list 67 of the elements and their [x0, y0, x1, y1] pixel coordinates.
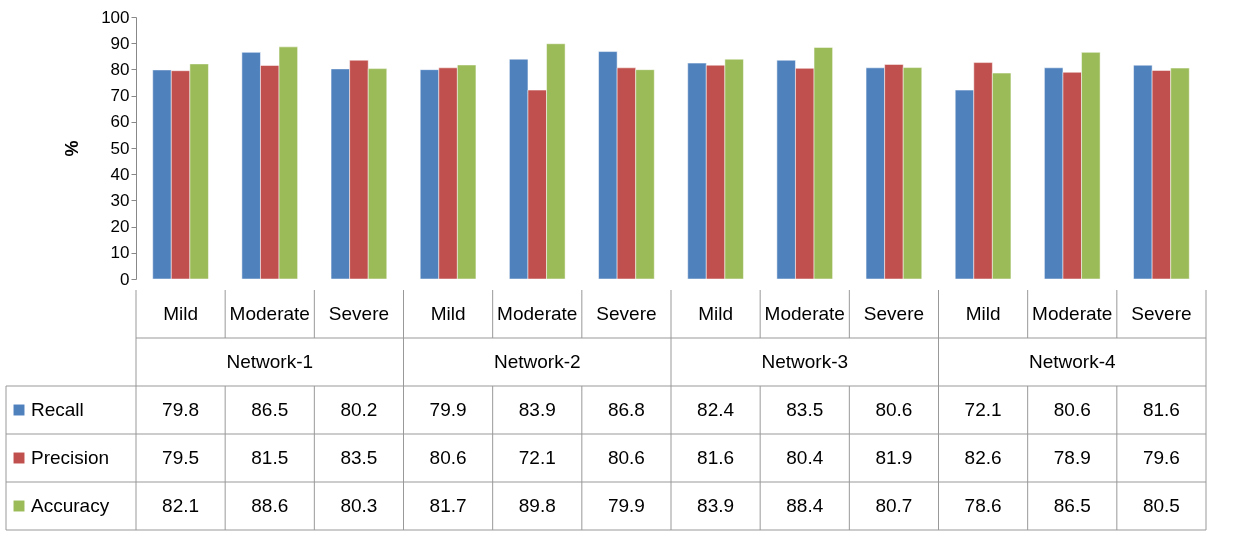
y-axis-title: % [61, 140, 82, 157]
text: Network-3 [761, 351, 849, 372]
y-tick-label: 70 [110, 86, 130, 106]
data-label: 82.1 [162, 495, 200, 516]
data-label: 79.8 [162, 399, 200, 420]
data-label: 82.4 [697, 399, 735, 420]
x-tick-label: Mild [430, 303, 466, 324]
data-label: 80.3 [340, 495, 378, 516]
x-tick-label: Severe [596, 303, 657, 324]
data-label: 80.4 [786, 447, 824, 468]
legend-label: Recall [31, 399, 84, 420]
data-label: 81.5 [251, 447, 289, 468]
data-label: 80.6 [607, 447, 645, 468]
text: Network-2 [493, 351, 581, 372]
data-label: 80.7 [875, 495, 913, 516]
x-tick-label: Severe [328, 303, 390, 324]
data-label: 83.9 [697, 495, 735, 516]
data-label: 81.7 [429, 495, 467, 516]
x-tick-label: Severe [1131, 303, 1192, 324]
data-label: 88.6 [251, 495, 289, 516]
data-label: 80.6 [875, 399, 913, 420]
data-label: 81.6 [1142, 399, 1180, 420]
data-label: 86.5 [251, 399, 289, 420]
data-label: 83.9 [518, 399, 556, 420]
x-tick-label: Mild [163, 303, 199, 324]
text: Network-1 [226, 351, 314, 372]
data-label: 72.1 [518, 447, 556, 468]
y-tick-label: 0 [120, 269, 130, 289]
data-label: 78.9 [1053, 447, 1091, 468]
y-tick-label: 100 [101, 7, 130, 27]
data-label: 80.6 [1053, 399, 1091, 420]
x-tick-label: Severe [863, 303, 925, 324]
data-label: 72.1 [964, 399, 1002, 420]
x-tick-label: Moderate [229, 303, 310, 324]
text: Network-4 [1028, 351, 1116, 372]
y-tick-label: 10 [110, 243, 130, 263]
x-tick-label: Moderate [1032, 303, 1113, 324]
y-tick-label: 40 [110, 164, 130, 184]
y-tick-label: 80 [110, 59, 130, 79]
data-label: 82.6 [964, 447, 1002, 468]
data-label: 78.6 [964, 495, 1002, 516]
legend-label: Accuracy [31, 495, 110, 516]
y-tick-label: 20 [110, 217, 130, 237]
y-tick-label: 30 [110, 190, 130, 210]
data-label: 79.9 [607, 495, 645, 516]
y-tick-label: 50 [110, 138, 130, 158]
data-label: 81.6 [697, 447, 735, 468]
x-tick-label: Mild [698, 303, 734, 324]
data-label: 80.2 [340, 399, 378, 420]
x-tick-label: Moderate [764, 303, 845, 324]
data-label: 79.6 [1142, 447, 1180, 468]
data-label: 79.9 [429, 399, 467, 420]
data-label: 83.5 [786, 399, 824, 420]
y-tick-label: 60 [110, 112, 130, 132]
data-label: 80.5 [1142, 495, 1180, 516]
legend-label: Precision [31, 447, 110, 468]
data-label: 89.8 [518, 495, 556, 516]
x-tick-label: Mild [965, 303, 1001, 324]
data-label: 88.4 [786, 495, 824, 516]
y-tick-label: 90 [110, 33, 130, 53]
data-label: 86.8 [607, 399, 645, 420]
x-tick-label: Moderate [497, 303, 578, 324]
data-label: 79.5 [162, 447, 200, 468]
data-label: 81.9 [875, 447, 913, 468]
data-label: 80.6 [429, 447, 467, 468]
data-label: 86.5 [1053, 495, 1091, 516]
data-label: 83.5 [340, 447, 378, 468]
